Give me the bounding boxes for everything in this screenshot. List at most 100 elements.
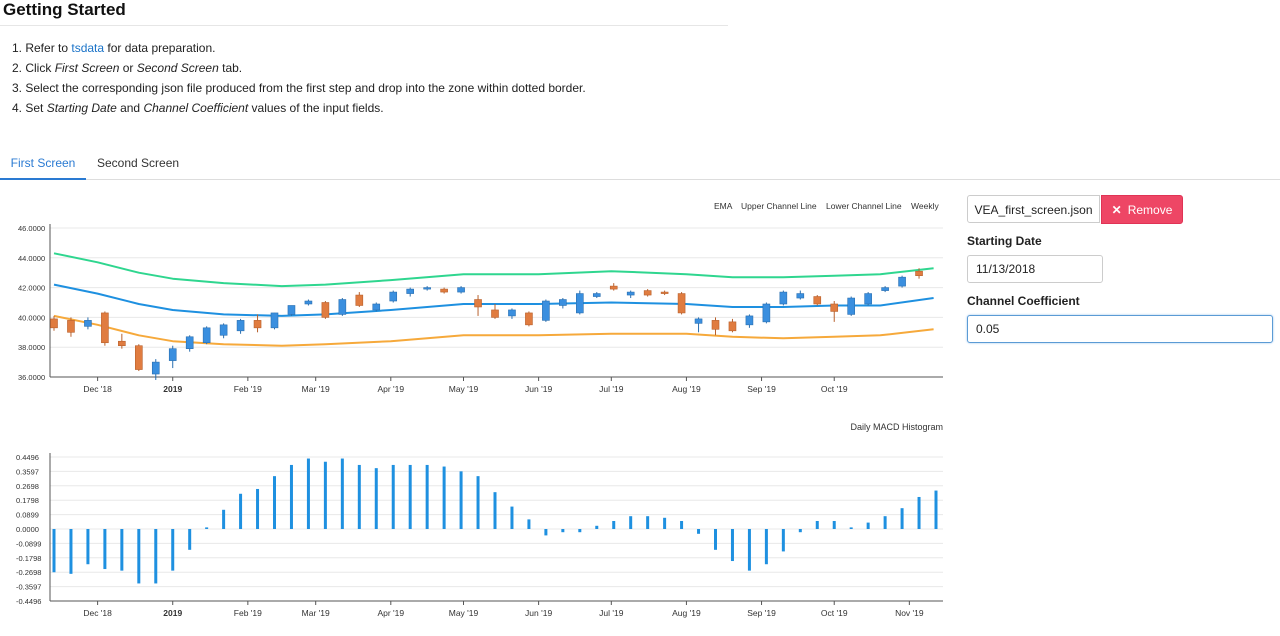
candle-body	[101, 312, 109, 344]
candle-body	[338, 299, 347, 315]
y-tick-label: 44.0000	[18, 254, 45, 263]
macd-bar	[408, 464, 412, 529]
starting-date-input[interactable]	[967, 255, 1103, 283]
macd-bar	[442, 466, 446, 529]
tab-first-screen[interactable]: First Screen	[0, 150, 86, 180]
candle	[915, 268, 923, 279]
step-4-suffix: values of the input fields.	[248, 101, 384, 115]
candle	[796, 290, 805, 300]
step-2-or: or	[119, 61, 137, 75]
candle	[338, 298, 347, 316]
step-1: 1. Refer to tsdata for data preparation.	[12, 38, 586, 58]
candle-body	[236, 320, 245, 332]
step-4-number: 4.	[12, 101, 26, 115]
candle-body	[185, 336, 194, 349]
macd-bar	[205, 527, 209, 529]
tab-second-screen[interactable]: Second Screen	[97, 156, 180, 170]
macd-bar	[680, 520, 684, 529]
macd-bar	[646, 516, 650, 529]
x-tick-label: Apr '19	[377, 384, 404, 394]
candle-body	[253, 320, 262, 329]
step-2-prefix: Click	[25, 61, 55, 75]
macd-bar	[273, 476, 276, 529]
candle-body	[304, 300, 313, 305]
candle	[660, 290, 669, 296]
candle-body	[440, 288, 448, 293]
candle	[559, 298, 567, 309]
candle-body	[118, 340, 126, 347]
candle-body	[643, 290, 652, 296]
macd-bar	[832, 520, 836, 529]
candle	[84, 317, 92, 330]
tsdata-link[interactable]: tsdata	[71, 41, 105, 55]
x-tick-label: Sep '19	[747, 608, 776, 618]
candle	[236, 318, 245, 334]
macd-bar	[510, 506, 514, 529]
macd-bar	[459, 471, 463, 529]
x-tick-label: Apr '19	[377, 608, 404, 618]
y-tick-label: -0.2698	[16, 568, 41, 577]
macd-bar	[747, 529, 751, 571]
step-4: 4. Set Starting Date and Channel Coeffic…	[12, 98, 586, 118]
candle	[762, 302, 771, 324]
candle	[168, 345, 177, 369]
candle-body	[50, 318, 58, 329]
candle-body	[406, 288, 414, 294]
step-4-and: and	[116, 101, 144, 115]
candle	[321, 301, 330, 319]
file-name-display: VEA_first_screen.json	[967, 195, 1100, 223]
channel-coefficient-input[interactable]	[967, 315, 1273, 343]
candle	[457, 286, 465, 294]
x-tick-label: Dec '18	[83, 608, 112, 618]
candle-body	[168, 348, 177, 361]
candle	[779, 290, 788, 306]
y-tick-label: 0.2698	[16, 482, 39, 491]
candle-body	[677, 293, 686, 314]
step-2: 2. Click First Screen or Second Screen t…	[12, 58, 586, 78]
candle-body	[626, 291, 635, 296]
candle-body	[796, 293, 805, 299]
candle-body	[711, 320, 720, 330]
x-tick-label: Jun '19	[525, 384, 552, 394]
step-3: 3. Select the corresponding json file pr…	[12, 81, 586, 95]
macd-bar	[934, 490, 938, 529]
candle-body	[219, 324, 228, 336]
weekly-price-chart: EMA Upper Channel Line Lower Channel Line W…	[18, 201, 943, 394]
remove-label: Remove	[1127, 202, 1173, 217]
candle	[355, 292, 364, 307]
macd-bar	[714, 529, 717, 550]
candle-body	[287, 305, 296, 315]
candle	[881, 286, 889, 293]
macd-bar	[612, 520, 616, 529]
x-tick-label: Aug '19	[672, 384, 701, 394]
candle	[253, 314, 262, 333]
macd-bar	[663, 517, 667, 529]
candle-body	[779, 291, 788, 305]
x-tick-label: Aug '19	[672, 608, 701, 618]
macd-bar	[256, 488, 260, 529]
candle-body	[508, 309, 516, 317]
title-divider	[0, 25, 728, 26]
remove-button[interactable]: ✕ Remove	[1101, 195, 1183, 224]
instructions-list: 1. Refer to tsdata for data preparation.…	[12, 38, 586, 118]
macd-bar	[798, 529, 802, 533]
candle	[135, 344, 143, 372]
candle-body	[135, 345, 143, 370]
macd-bar	[900, 508, 904, 529]
legend-item: Lower Channel Line	[826, 201, 902, 211]
candle	[491, 303, 499, 319]
y-tick-label: 0.0000	[16, 525, 39, 534]
candle	[423, 286, 431, 291]
macd-bar	[561, 529, 565, 533]
macd-bar	[120, 529, 124, 571]
candle-body	[762, 303, 771, 323]
candle-body	[745, 315, 754, 326]
macd-bar	[866, 522, 870, 529]
legend-item: EMA	[714, 201, 733, 211]
candle	[118, 333, 126, 349]
macd-bar	[357, 464, 361, 529]
lower-channel-line	[53, 314, 934, 347]
macd-bar	[137, 529, 141, 584]
upper-channel-line	[53, 252, 934, 288]
candle	[609, 283, 618, 291]
